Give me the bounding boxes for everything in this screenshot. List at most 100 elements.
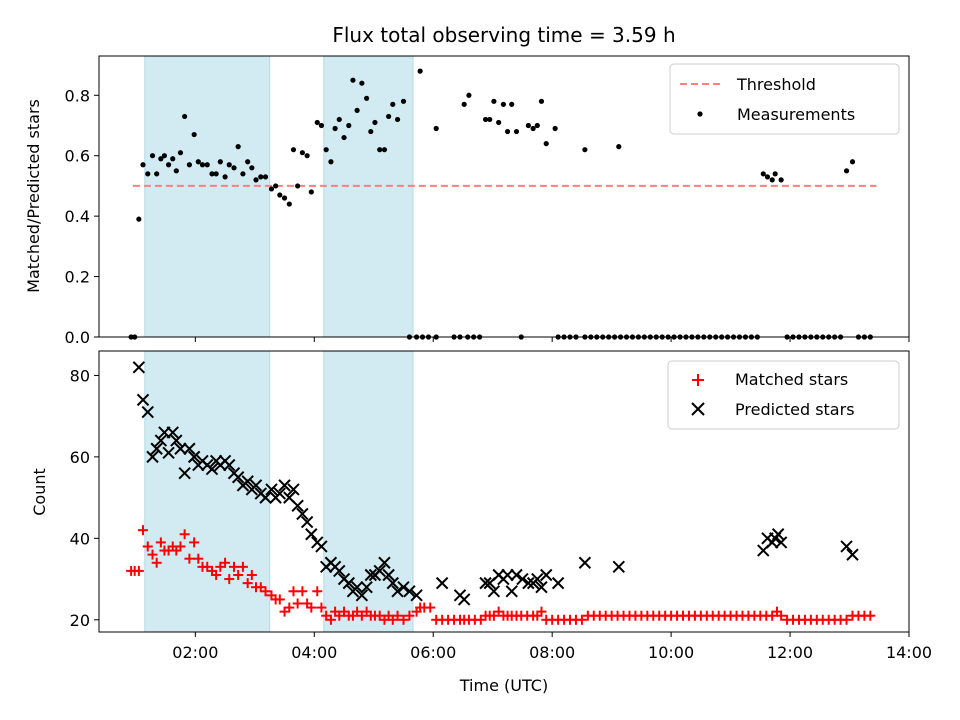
measurement-point [173,168,179,174]
predicted-marker-b [382,568,395,582]
measurement-point [390,101,396,107]
predicted-marker-b [231,471,245,484]
matched-star-marker [536,606,547,617]
predicted-star-marker [305,528,318,541]
measurement-point [417,68,423,74]
predicted-marker-b [487,585,501,598]
shaded-span-1 [323,55,414,338]
measurement-point [534,122,540,129]
predicted-star-marker [540,568,553,582]
legend-predicted-label: Predicted stars [735,400,855,419]
measurement-point [328,159,334,165]
predicted-marker-b [205,462,219,476]
matched-star-marker [138,525,149,536]
measurement-point [496,119,502,126]
measurement-point [195,159,201,165]
measurement-point [543,141,549,147]
measurement-point [222,174,228,180]
predicted-star-marker [174,442,187,455]
predicted-marker-b [360,580,373,594]
measurement-point [199,162,206,168]
predicted-marker-b [174,442,187,455]
measurement-point [299,150,305,156]
matched-star-marker [306,602,317,613]
y-tick-label: 80 [70,366,90,385]
predicted-marker-b [378,556,391,569]
measurement-point [332,125,338,132]
matched-star-marker [288,586,299,597]
measurement-point [368,128,374,135]
measurement-point [372,119,378,126]
matched-star-marker [392,610,403,621]
matched-star-marker [576,614,587,625]
predicted-marker-b [132,361,146,374]
measurement-point [182,113,188,120]
y-tick-label: 0.8 [65,86,90,105]
predicted-marker-b [305,528,318,541]
predicted-marker-b [166,426,179,439]
predicted-marker-b [435,576,449,590]
measurement-point [500,101,507,107]
matched-star-marker [224,574,235,585]
matched-star-marker [312,586,323,597]
predicted-marker-b [300,515,314,529]
measurement-point [177,150,184,156]
measurement-point [323,147,329,153]
measurement-point [377,147,383,153]
predicted-marker-b [386,576,399,590]
predicted-star-marker [162,446,175,460]
matched-star-marker [398,614,409,625]
predicted-star-marker [223,458,236,472]
predicted-marker-b [531,572,544,586]
predicted-star-marker [132,361,146,374]
measurement-point [217,159,223,165]
x-tick-label: 14:00 [886,643,932,662]
predicted-star-marker [259,491,272,504]
predicted-star-marker [273,487,287,500]
measurement-point [191,131,197,138]
predicted-marker-b [287,483,300,496]
predicted-marker-b [259,491,272,504]
legend-predicted-swatch [691,402,705,416]
predicted-marker-b [397,580,410,594]
predicted-star-marker [397,580,410,594]
top-axes-frame [98,55,910,338]
matched-star-marker [841,614,852,625]
measurement-point [386,113,392,120]
top-x-ticks [194,337,910,342]
measurement-point [778,177,784,183]
predicted-star-marker [183,442,196,455]
predicted-star-marker [364,568,377,582]
measurement-point [381,147,388,153]
measurement-point [461,101,467,107]
measurement-point [258,174,264,180]
measurement-point [226,162,232,168]
measurement-point [482,116,489,123]
top-legend: Threshold Measurements [669,63,900,135]
predicted-marker-b [342,576,355,590]
predicted-star-marker [170,434,183,447]
measurement-point [213,171,219,177]
measurement-point [314,119,320,126]
predicted-star-marker [146,450,159,464]
measurement-point [149,153,156,159]
matched-star-marker [184,553,195,564]
predicted-marker-b [150,442,163,455]
predicted-star-marker [296,507,309,521]
predicted-star-marker [386,576,399,590]
matched-star-marker [404,610,415,621]
bottom-y-ticks: 20 40 60 80 [70,366,99,630]
predicted-star-marker [391,585,404,598]
measurement-point [400,98,407,104]
predicted-star-marker [457,593,471,606]
predicted-marker-b [278,479,291,492]
chart-title: Flux total observing time = 3.59 h [332,23,675,47]
measurement-point [513,128,520,135]
predicted-marker-b [373,564,386,578]
bottom-x-ticks: 02:00 04:00 06:00 08:00 10:00 12:00 14:00 [172,632,932,662]
measurement-point [295,183,301,189]
predicted-marker-b [612,560,625,574]
predicted-star-marker [300,515,314,529]
predicted-star-marker [315,540,328,553]
matched-star-marker [316,602,327,613]
